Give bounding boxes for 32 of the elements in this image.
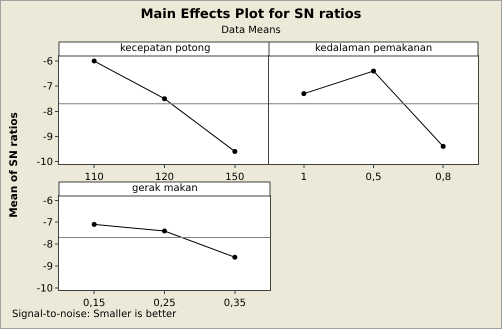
chart-title: Main Effects Plot for SN ratios (140, 7, 362, 22)
x-tick-label: 150 (225, 172, 244, 183)
point (162, 228, 167, 234)
x-axis-title: gerak makan (132, 183, 198, 194)
x-tick-label: 0,8 (435, 172, 452, 183)
x-tick-label: 120 (154, 172, 174, 183)
y-tick-label: -8 (43, 240, 53, 251)
point (232, 254, 238, 260)
text: Signal-to-noise: Smaller is better (12, 309, 176, 320)
point (232, 148, 238, 154)
y-tick-label: -10 (36, 156, 53, 168)
y-tick-label: -7 (43, 218, 53, 229)
y-axis-title: Mean of SN ratios (8, 111, 20, 220)
y-tick-label: -9 (43, 132, 53, 143)
y-tick-label: -6 (43, 56, 53, 68)
x-tick-label: 0,35 (224, 298, 246, 309)
y-tick-label: -9 (43, 261, 53, 272)
x-tick-label: 110 (84, 172, 104, 183)
x-axis-title: kecepatan potong (120, 43, 210, 54)
x-tick-label: 0,15 (83, 298, 106, 309)
x-tick-label: 0,25 (153, 298, 176, 309)
point (92, 58, 97, 64)
chart-subtitle: Data Means (220, 25, 282, 36)
x-tick-label: 0,5 (366, 172, 382, 183)
x-tick-label: 1 (300, 172, 308, 183)
x-axis-title: kedalaman pemakanan (315, 43, 432, 54)
y-tick-label: -7 (43, 82, 53, 93)
y-tick-label: -6 (43, 196, 53, 207)
point (162, 96, 167, 102)
point (92, 222, 97, 227)
y-tick-label: -10 (36, 283, 53, 294)
y-tick-label: -8 (43, 106, 53, 118)
